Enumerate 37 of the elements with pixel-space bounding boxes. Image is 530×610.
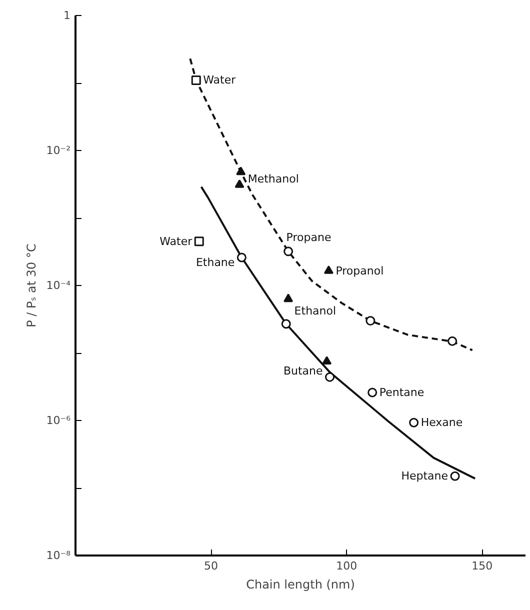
point bbox=[409, 418, 419, 428]
annotation: Hexane bbox=[420, 416, 463, 430]
annotation: Butane bbox=[283, 364, 324, 378]
x-tick-label: 100 bbox=[336, 560, 358, 572]
annotation: Ethane bbox=[196, 256, 235, 269]
annotation: Water bbox=[203, 74, 236, 87]
annotation: Water bbox=[160, 234, 193, 248]
x-axis-title: Chain length (nm) bbox=[246, 578, 355, 592]
annotation: Ethanol bbox=[294, 304, 336, 318]
y-tick-label: 1 bbox=[64, 9, 70, 22]
point bbox=[234, 179, 244, 188]
point bbox=[322, 356, 332, 364]
point bbox=[368, 388, 378, 398]
point bbox=[191, 75, 201, 85]
x-tick-label: 150 bbox=[472, 560, 493, 572]
annotation: Propanol bbox=[336, 264, 384, 278]
point bbox=[284, 246, 294, 256]
point bbox=[366, 316, 376, 326]
annotation: Pentane bbox=[379, 386, 424, 399]
point bbox=[236, 166, 246, 176]
point bbox=[284, 294, 294, 302]
point bbox=[281, 319, 291, 329]
point bbox=[448, 336, 458, 346]
annotation: Propane bbox=[286, 230, 332, 244]
y-axis-title: P / Pₛ at 30 °C bbox=[24, 244, 38, 328]
y-tick-label: 10⁻⁶ bbox=[46, 414, 72, 427]
point bbox=[450, 471, 460, 481]
y-tick-label: 10⁻⁴ bbox=[46, 279, 72, 292]
annotation: Heptane bbox=[401, 470, 448, 483]
point bbox=[236, 252, 246, 262]
x-tick-label: 50 bbox=[204, 560, 218, 572]
point bbox=[324, 265, 334, 274]
y-tick-label: 10⁻² bbox=[46, 144, 71, 157]
point bbox=[325, 372, 335, 382]
y-tick-label: 10⁻⁸ bbox=[46, 549, 72, 562]
annotation: Methanol bbox=[248, 172, 299, 186]
point bbox=[194, 236, 204, 246]
